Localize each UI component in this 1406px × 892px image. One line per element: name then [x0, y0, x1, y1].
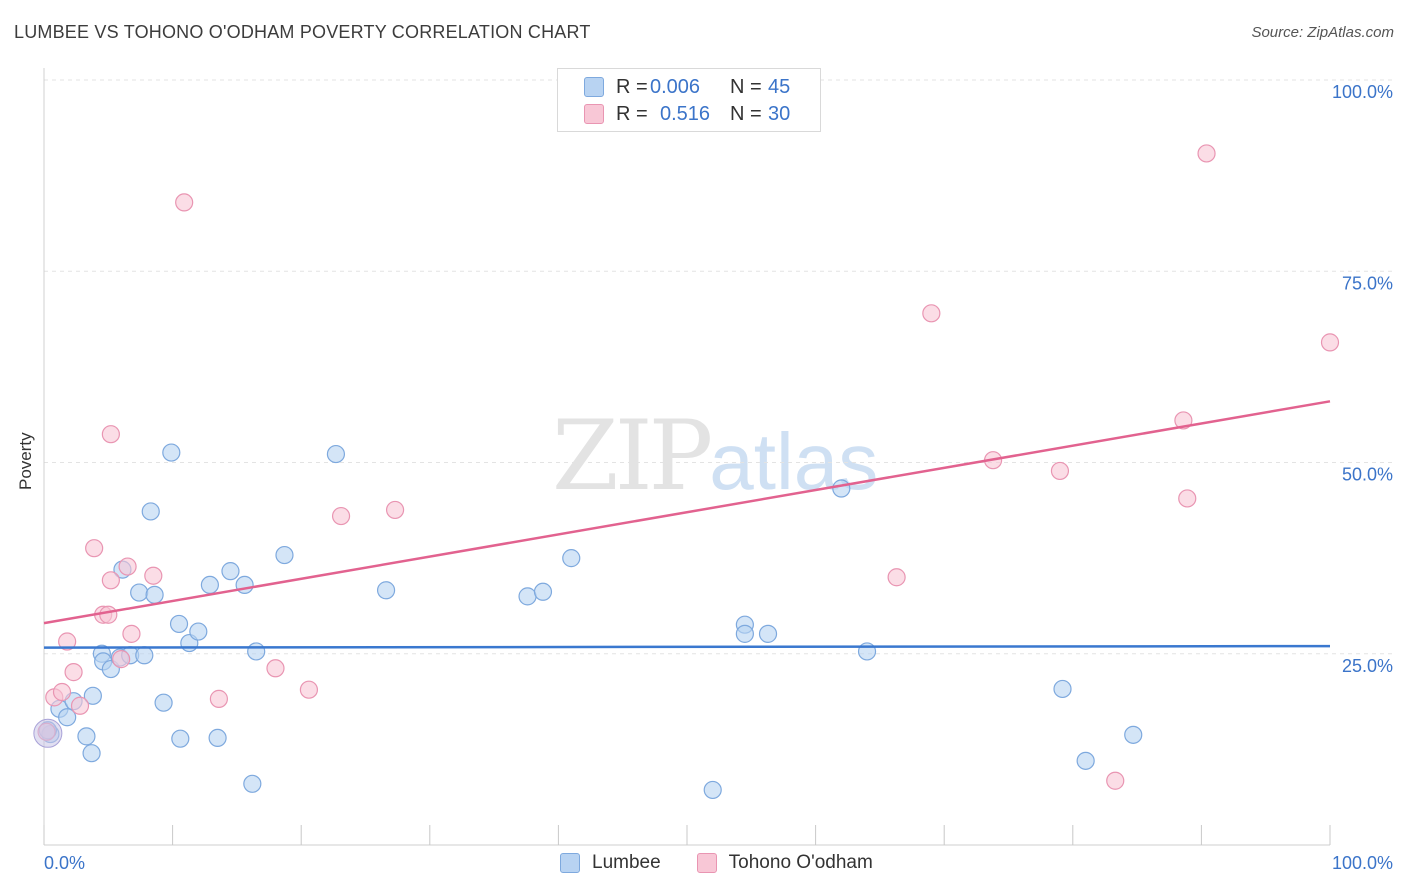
tohono-point: [85, 539, 104, 558]
legend-label-tohono: Tohono O'odham: [728, 852, 873, 873]
tohono-point: [58, 632, 77, 651]
tohono-point: [1320, 333, 1340, 352]
tohono-point: [101, 425, 120, 444]
lumbee-point: [243, 774, 262, 793]
lumbee-point: [735, 624, 754, 643]
tohono-point: [1197, 144, 1216, 163]
lumbee-point: [533, 582, 553, 601]
tohono-point: [175, 193, 194, 212]
lumbee-point: [169, 614, 189, 634]
lumbee-point: [518, 587, 537, 606]
lumbee-point: [376, 581, 396, 600]
watermark-atlas: atlas: [709, 417, 879, 506]
y-tick-label: 75.0%: [1342, 273, 1393, 293]
cluster-point: [33, 718, 63, 748]
legend-swatch-tohono: [584, 104, 604, 124]
tohono-point: [99, 605, 118, 624]
tohono-point: [101, 571, 120, 590]
lumbee-point: [58, 708, 77, 727]
tohono-point: [331, 506, 351, 526]
legend-n-value: 30: [768, 102, 791, 125]
tohono-point: [112, 650, 131, 669]
lumbee-point: [1124, 725, 1143, 744]
y-tick-label: 25.0%: [1342, 656, 1393, 676]
legend-r-value: 0.516: [660, 102, 711, 125]
lumbee-point: [235, 575, 254, 595]
tohono-point: [144, 566, 163, 585]
tohono-point: [209, 689, 228, 708]
x-tick-label: 100.0%: [1332, 853, 1393, 873]
tohono-point: [887, 568, 906, 587]
tohono-point: [1178, 489, 1197, 508]
legend-r-label: R =: [616, 102, 648, 125]
legend-r-value: 0.006: [650, 75, 701, 98]
lumbee-point: [562, 549, 581, 568]
lumbee-point: [82, 744, 101, 763]
stats-legend: R = 0.006 N = 45 R = 0.516 N = 30: [557, 68, 821, 132]
tohono-point: [70, 696, 90, 715]
lumbee-point: [208, 728, 227, 748]
lumbee-point: [758, 624, 778, 643]
legend-item-tohono[interactable]: Tohono O'odham: [696, 852, 873, 874]
tohono-point: [266, 659, 285, 678]
legend-n-value: 45: [768, 75, 791, 98]
lumbee-point: [171, 729, 190, 748]
series-legend: Lumbee Tohono O'odham: [560, 852, 909, 874]
lumbee-point: [77, 727, 96, 746]
lumbee-point: [135, 646, 154, 665]
y-axis-label: Poverty: [16, 432, 35, 490]
lumbee-point: [703, 780, 722, 800]
lumbee-point: [275, 545, 294, 565]
lumbee-point: [154, 693, 173, 712]
tohono-point: [122, 624, 141, 643]
chart-title: LUMBEE VS TOHONO O'ODHAM POVERTY CORRELA…: [14, 22, 591, 42]
lumbee-point: [247, 642, 266, 661]
legend-n-label: N =: [730, 102, 762, 125]
legend-row-tohono: R = 0.516 N = 30: [584, 103, 790, 125]
tohono-trendline: [43, 400, 1331, 625]
tohono-point: [299, 680, 319, 699]
tohono-point: [385, 500, 405, 520]
watermark: ZIPatlas: [552, 400, 878, 512]
legend-item-lumbee[interactable]: Lumbee: [560, 852, 661, 874]
legend-n-label: N =: [730, 75, 762, 98]
lumbee-trendline: [43, 644, 1331, 649]
lumbee-point: [83, 686, 102, 705]
lumbee-point: [162, 443, 181, 462]
lumbee-point: [145, 585, 164, 604]
tohono-point: [52, 682, 72, 702]
tohono-point: [1050, 461, 1070, 481]
watermark-zip: ZIP: [552, 400, 713, 512]
lumbee-point: [141, 502, 160, 521]
tohono-point: [64, 663, 83, 682]
legend-row-lumbee: R = 0.006 N = 45: [584, 76, 790, 98]
lumbee-point: [189, 622, 208, 641]
legend-swatch-lumbee: [584, 77, 604, 97]
y-tick-label: 50.0%: [1342, 465, 1393, 485]
legend-r-label: R =: [616, 75, 648, 98]
legend-label-lumbee: Lumbee: [592, 852, 661, 873]
lumbee-point: [326, 444, 346, 464]
lumbee-point: [832, 479, 851, 498]
lumbee-point: [1053, 679, 1072, 699]
legend-swatch-lumbee: [560, 853, 580, 873]
lumbee-point: [130, 583, 149, 602]
lumbee-point: [221, 562, 240, 581]
y-tick-label: 100.0%: [1332, 82, 1393, 102]
source-credit: Source: ZipAtlas.com: [1251, 24, 1394, 41]
tohono-point: [118, 557, 137, 576]
lumbee-point: [200, 575, 219, 595]
tohono-point: [1106, 771, 1125, 790]
x-tick-label: 0.0%: [44, 853, 85, 873]
legend-swatch-tohono: [696, 853, 717, 873]
lumbee-point: [1076, 751, 1095, 770]
tohono-point: [922, 304, 941, 323]
